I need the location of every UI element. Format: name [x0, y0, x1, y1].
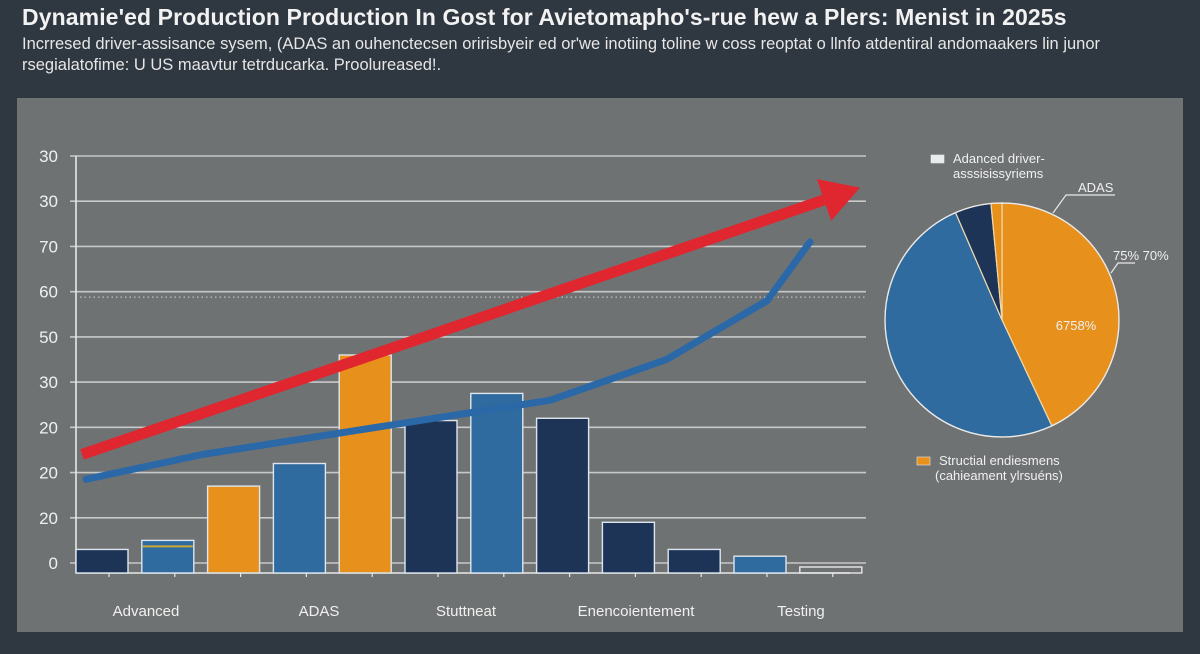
- bar: [535, 417, 590, 574]
- x-category-label: Enencoientement: [578, 603, 696, 620]
- y-tick-label: 50: [39, 328, 58, 347]
- pie-callout-label: ADAS: [1078, 180, 1114, 195]
- bar-series: [75, 354, 863, 577]
- y-tick-label: 60: [39, 283, 58, 302]
- bar: [75, 548, 129, 574]
- page-subtitle: Incrresed driver-assisance sysem, (ADAS …: [22, 35, 1101, 74]
- bar: [601, 521, 656, 574]
- pie-outline: [884, 202, 1120, 438]
- y-tick-label: 30: [39, 192, 58, 211]
- bar: [733, 555, 787, 574]
- page-title: Dynamie'ed Production Production In Gost…: [22, 4, 1067, 30]
- bar: [799, 566, 863, 574]
- pie-callout-label: 75% 70%: [1113, 248, 1169, 263]
- trend-arrow-shaft: [80, 194, 826, 460]
- legend-label: Structial endiesmens: [939, 453, 1060, 468]
- grid-lines: [70, 155, 866, 574]
- bar: [667, 548, 721, 574]
- x-category-label: Advanced: [113, 603, 180, 620]
- y-tick-label: 20: [39, 509, 58, 528]
- y-tick-label: 30: [39, 373, 58, 392]
- bar: [272, 462, 327, 574]
- bar: [141, 539, 195, 574]
- legend-label: asssisissyriems: [953, 166, 1044, 181]
- pie-inner-label: 6758%: [1056, 318, 1097, 333]
- legend-swatch: [916, 456, 931, 466]
- legend-label: (cahieament ylrsuéns): [935, 468, 1063, 483]
- x-category-label: ADAS: [299, 603, 340, 620]
- y-tick-label: 30: [39, 147, 58, 166]
- x-category-label: Stuttneat: [436, 603, 497, 620]
- x-category-label: Testing: [777, 603, 825, 620]
- y-tick-label: 70: [39, 237, 58, 256]
- trend-curve-line: [82, 238, 814, 483]
- pie-legend: Adanced driver-asssisissyriems Structial …: [916, 151, 1063, 483]
- y-tick-label: 20: [39, 418, 58, 437]
- x-axis-categories: Advanced ADAS Stuttneat Enencoientement Test…: [113, 603, 825, 620]
- callout-line: [1110, 262, 1135, 274]
- trend-arrow-head: [816, 179, 860, 221]
- legend-label: Adanced driver-: [953, 151, 1045, 166]
- bar: [470, 392, 524, 574]
- y-tick-label: 20: [39, 464, 58, 483]
- pie-chart: 6758% ADAS 75% 70%: [884, 180, 1169, 438]
- bar: [206, 485, 261, 574]
- line-series: [80, 179, 860, 483]
- y-tick-label: 0: [49, 554, 58, 573]
- legend-swatch: [930, 154, 945, 164]
- y-axis-ticks: 0 20 20 20 30 50 60 70 30 30: [39, 147, 58, 573]
- callout-line: [1052, 194, 1115, 214]
- bar: [338, 354, 392, 574]
- bar: [404, 419, 458, 574]
